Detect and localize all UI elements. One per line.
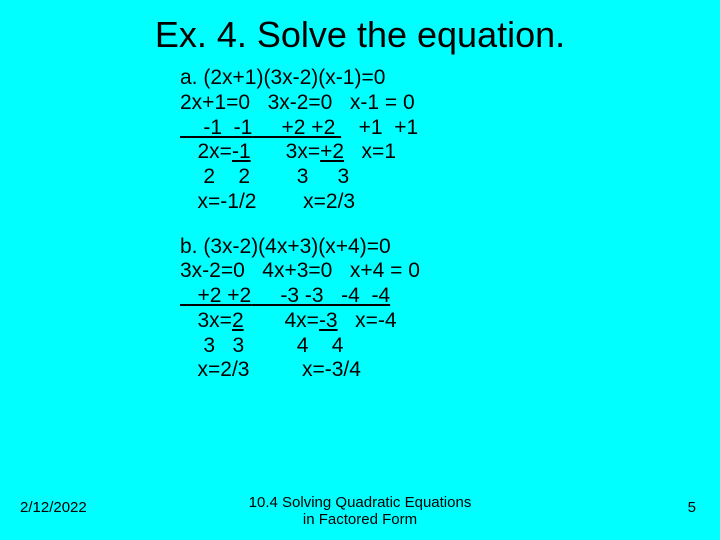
b-line2: 3x-2=0 4x+3=0 x+4 = 0 (180, 259, 720, 284)
b-line1: b. (3x-2)(4x+3)(x+4)=0 (180, 235, 720, 260)
content-area: a. (2x+1)(3x-2)(x-1)=0 2x+1=0 3x-2=0 x-1… (180, 66, 720, 383)
b-line5: 3 3 4 4 (180, 334, 720, 359)
a-line5: 2 2 3 3 (180, 165, 720, 190)
page-title: Ex. 4. Solve the equation. (0, 0, 720, 66)
b-eq1a: 3x= (180, 309, 232, 332)
example-b: b. (3x-2)(4x+3)(x+4)=0 3x-2=0 4x+3=0 x+4… (180, 235, 720, 384)
b-sub3: -4 -4 (324, 284, 391, 307)
a-line3: -1 -1 +2 +2 +1 +1 (180, 116, 720, 141)
b-eq2a: 4x= (244, 309, 319, 332)
a-eq1b: -1 (232, 140, 251, 163)
a-eq2b: +2 (320, 140, 344, 163)
footer-caption: 10.4 Solving Quadratic Equationsin Facto… (0, 494, 720, 529)
a-sub3: +1 +1 (341, 116, 418, 139)
b-line4: 3x=2 4x=-3 x=-4 (180, 309, 720, 334)
b-eq1b: 2 (232, 309, 244, 332)
a-sub2: +2 +2 (252, 116, 341, 139)
b-line3: +2 +2 -3 -3 -4 -4 (180, 284, 720, 309)
b-eq3: x=-4 (338, 309, 397, 332)
a-eq3: x=1 (344, 140, 396, 163)
a-line1: a. (2x+1)(3x-2)(x-1)=0 (180, 66, 720, 91)
footer-page-number: 5 (688, 499, 696, 516)
a-sub1: -1 -1 (180, 116, 252, 139)
b-eq2b: -3 (319, 309, 338, 332)
a-eq2a: 3x= (251, 140, 320, 163)
b-sub2: -3 -3 (251, 284, 323, 307)
example-a: a. (2x+1)(3x-2)(x-1)=0 2x+1=0 3x-2=0 x-1… (180, 66, 720, 215)
a-line2: 2x+1=0 3x-2=0 x-1 = 0 (180, 91, 720, 116)
b-sub1: +2 +2 (180, 284, 251, 307)
a-line6: x=-1/2 x=2/3 (180, 190, 720, 215)
a-eq1a: 2x= (180, 140, 232, 163)
a-line4: 2x=-1 3x=+2 x=1 (180, 140, 720, 165)
b-line6: x=2/3 x=-3/4 (180, 358, 720, 383)
